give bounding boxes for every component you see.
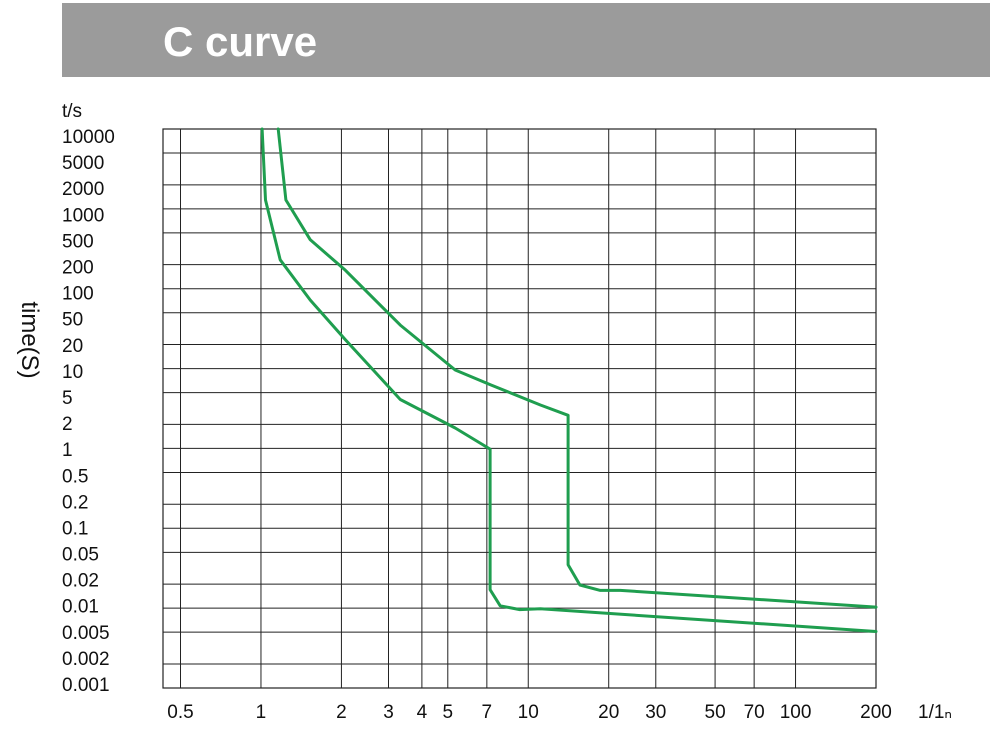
- x-tick-label: 70: [744, 702, 765, 723]
- y-tick-label: 1: [62, 440, 73, 461]
- x-tick-label: 3: [383, 702, 394, 723]
- x-tick-label: 50: [705, 702, 726, 723]
- y-tick-label: 0.02: [62, 571, 99, 592]
- y-tick-label: 1000: [62, 205, 104, 226]
- x-tick-label: 0.5: [167, 702, 193, 723]
- y-unit-label: t/s: [62, 101, 82, 122]
- y-tick-label: 2000: [62, 179, 104, 200]
- y-tick-label: 0.05: [62, 545, 99, 566]
- x-tick-label: 2: [336, 702, 347, 723]
- y-tick-label: 0.1: [62, 518, 88, 539]
- y-tick-label: 200: [62, 257, 94, 278]
- y-tick-label: 20: [62, 336, 83, 357]
- x-tick-label: 200: [860, 702, 892, 723]
- y-tick-label: 10: [62, 362, 83, 383]
- x-tick-label: 10: [518, 702, 539, 723]
- x-axis-label: 1/1ₙ: [918, 702, 952, 723]
- y-tick-label: 500: [62, 231, 94, 252]
- curve: [276, 127, 878, 609]
- y-tick-label: 5: [62, 388, 73, 409]
- y-tick-label: 0.5: [62, 466, 88, 487]
- y-tick-label: 0.01: [62, 597, 99, 618]
- x-tick-label: 4: [417, 702, 428, 723]
- y-tick-label: 0.005: [62, 623, 110, 644]
- y-tick-label: 50: [62, 310, 83, 331]
- y-tick-label: 0.2: [62, 492, 88, 513]
- y-tick-label: 100: [62, 284, 94, 305]
- title-bar: [62, 3, 990, 77]
- y-axis-label: time(S): [16, 301, 43, 378]
- x-tick-label: 1: [256, 702, 267, 723]
- x-tick-label: 5: [443, 702, 454, 723]
- chart-title: C curve: [163, 18, 317, 65]
- x-tick-label: 7: [482, 702, 493, 723]
- curve: [260, 127, 878, 633]
- y-tick-label: 5000: [62, 153, 104, 174]
- x-tick-label: 20: [598, 702, 619, 723]
- y-tick-label: 0.002: [62, 649, 110, 670]
- y-tick-label: 0.001: [62, 675, 110, 696]
- y-tick-label: 2: [62, 414, 73, 435]
- y-tick-label: 10000: [62, 127, 115, 148]
- x-tick-label: 30: [645, 702, 666, 723]
- x-tick-label: 100: [780, 702, 812, 723]
